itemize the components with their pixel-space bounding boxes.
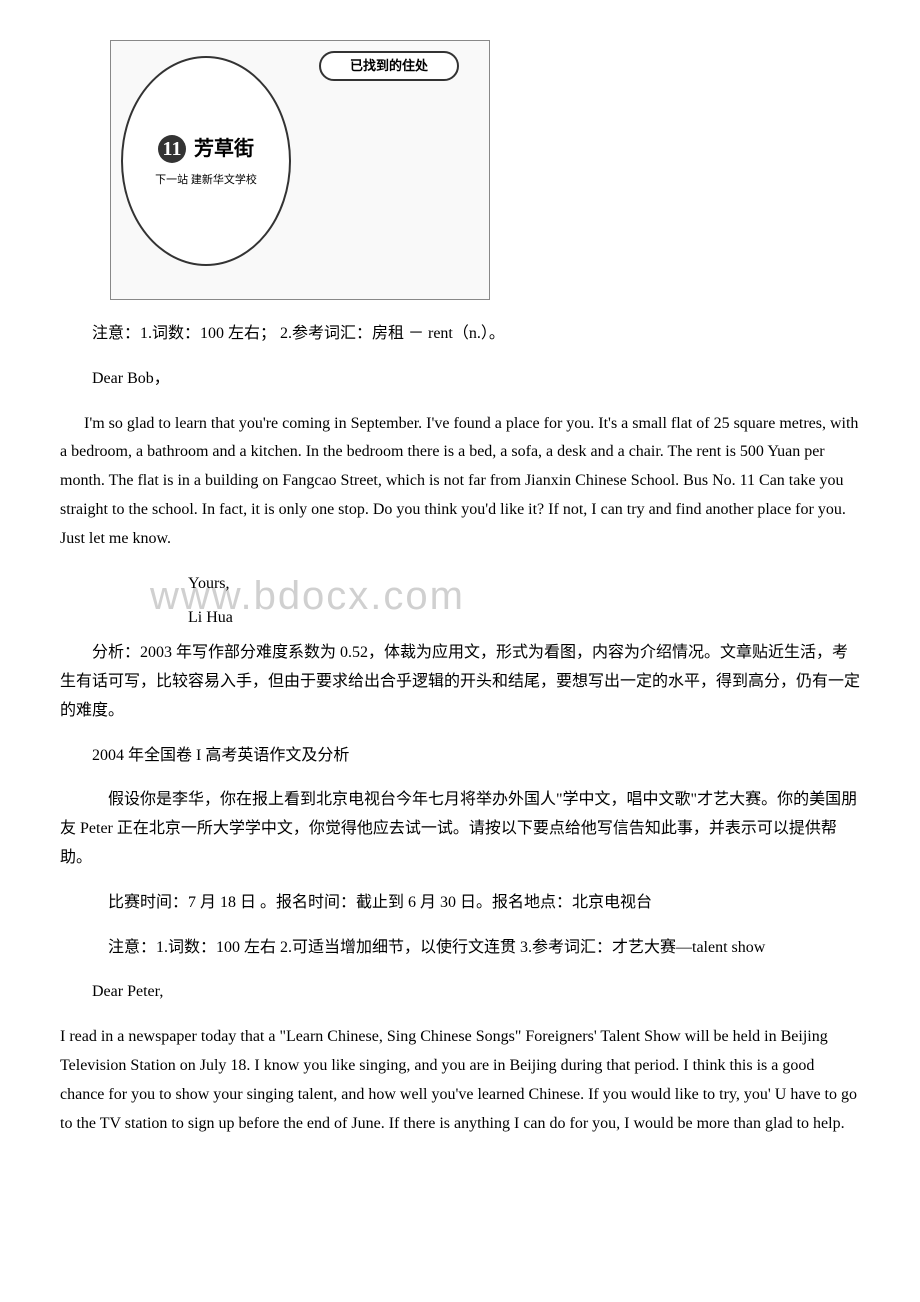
station-number: 11 xyxy=(158,135,186,163)
illustration: 11 芳草街 下一站 建新华文学校 已找到的住处 xyxy=(110,40,490,300)
letter-2003-closing: Yours, xyxy=(188,570,860,599)
letter-2003-signature: Li Hua xyxy=(188,604,860,633)
title-2004: 2004 年全国卷 I 高考英语作文及分析 xyxy=(60,742,860,771)
analysis-2003: 分析：2003 年写作部分难度系数为 0.52，体裁为应用文，形式为看图，内容为… xyxy=(60,639,860,725)
prompt-2004: 假设你是李华，你在报上看到北京电视台今年七月将举办外国人"学中文，唱中文歌"才艺… xyxy=(60,786,860,872)
letter-2003-body: I'm so glad to learn that you're coming … xyxy=(60,410,860,554)
letter-2003-greeting: Dear Bob， xyxy=(60,365,860,394)
letter-2004-greeting: Dear Peter, xyxy=(60,978,860,1007)
note-2003: 注意：1.词数：100 左右； 2.参考词汇：房租 － rent（n.）。 xyxy=(60,320,860,349)
note-2004: 注意：1.词数：100 左右 2.可适当增加细节，以使行文连贯 3.参考词汇：才… xyxy=(60,934,860,963)
callout-label: 已找到的住处 xyxy=(319,51,459,81)
station-subtext: 下一站 建新华文学校 xyxy=(155,171,257,191)
station-name: 芳草街 xyxy=(194,138,254,160)
station-sign: 11 芳草街 下一站 建新华文学校 xyxy=(121,56,291,266)
details-2004: 比赛时间：7 月 18 日 。报名时间：截止到 6 月 30 日。报名地点：北京… xyxy=(60,889,860,918)
letter-2004-body: I read in a newspaper today that a "Lear… xyxy=(60,1023,860,1138)
